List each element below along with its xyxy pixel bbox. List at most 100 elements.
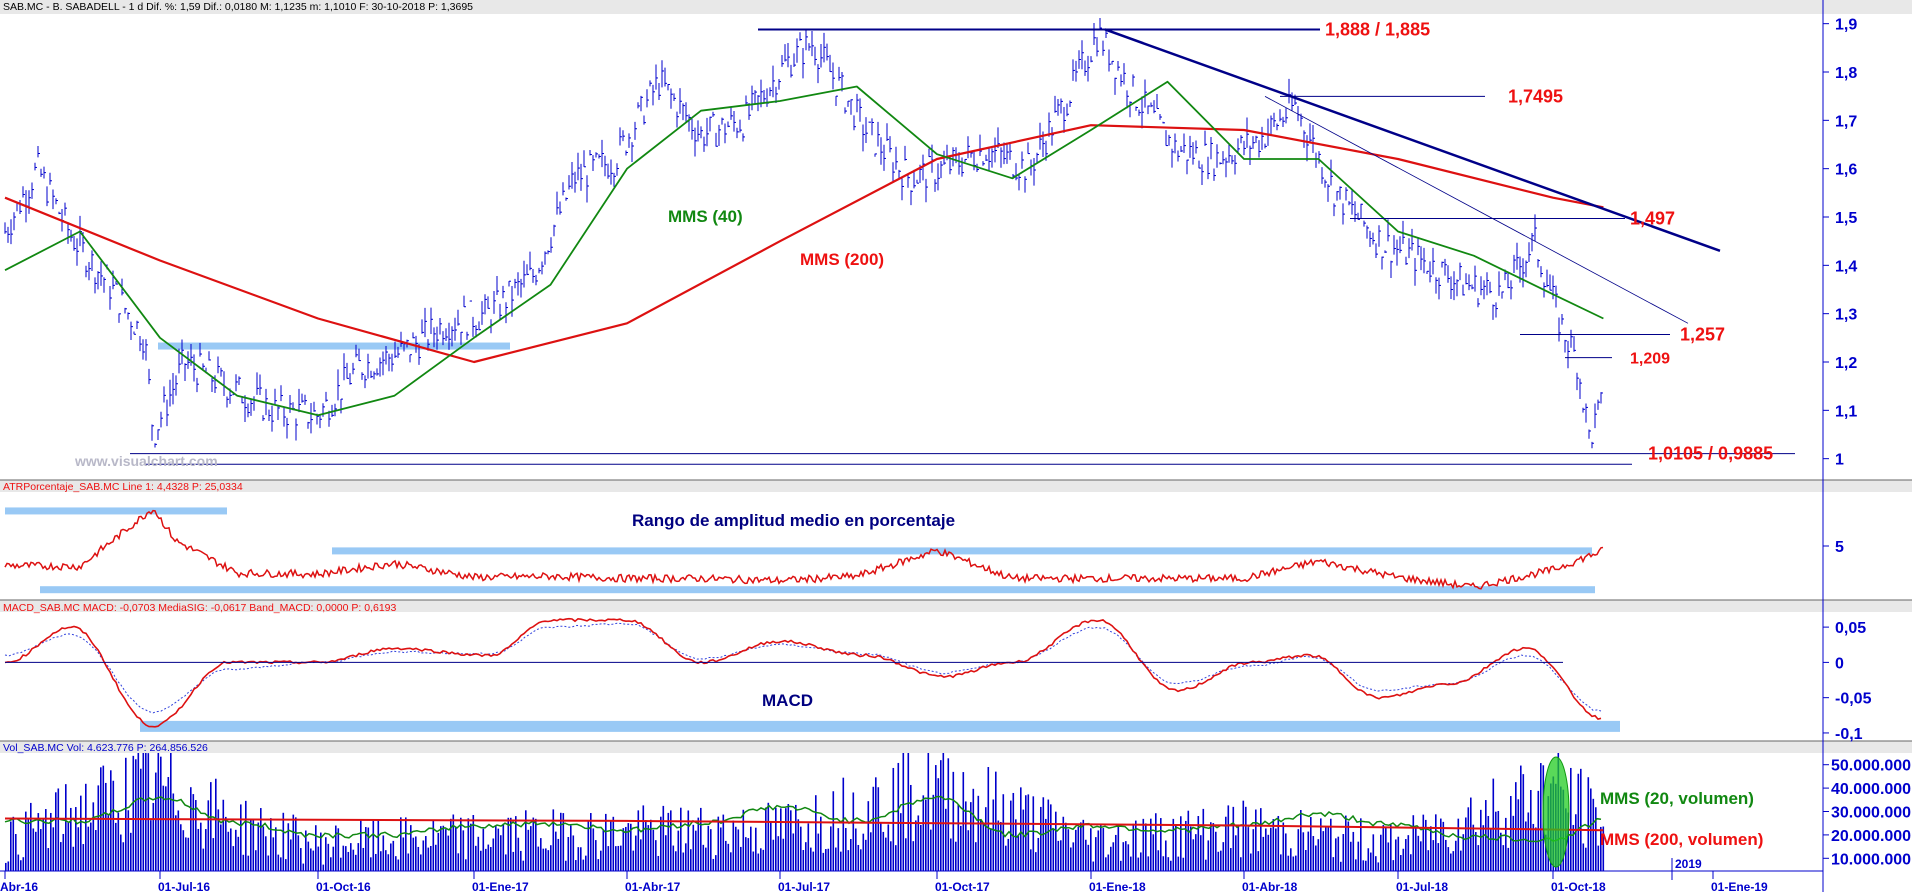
volume-bar: [1455, 840, 1457, 871]
volume-bar: [970, 802, 972, 871]
volume-bar: [1382, 824, 1385, 871]
volume-bar: [860, 849, 862, 871]
volume-bar: [1075, 829, 1077, 871]
volume-bar: [297, 835, 300, 871]
volume-bar: [337, 828, 340, 871]
price-ytick-label: 1,6: [1835, 162, 1857, 179]
volume-bar: [685, 843, 687, 871]
volume-bar: [605, 813, 607, 871]
volume-bar: [577, 847, 580, 871]
macd-annotation: MACD: [762, 691, 813, 710]
volume-bar: [775, 807, 777, 871]
volume-bar: [690, 849, 692, 871]
volume-bar: [1230, 848, 1232, 871]
volume-bar: [472, 815, 475, 871]
volume-bar: [570, 825, 572, 871]
volume-bar: [1462, 834, 1465, 871]
volume-bar: [1240, 857, 1242, 871]
volume-bar: [1200, 835, 1202, 871]
volume-bar: [165, 786, 167, 871]
volume-bar: [1425, 819, 1427, 871]
volume-bar: [1365, 860, 1367, 871]
volume-bar: [260, 808, 262, 871]
volume-bar: [415, 836, 417, 871]
volume-bar: [580, 847, 582, 871]
volume-bar: [417, 846, 420, 871]
volume-bar: [292, 814, 295, 871]
volume-bar: [647, 825, 650, 871]
volume-bar: [1285, 833, 1287, 871]
volume-bar: [1592, 798, 1595, 871]
volume-bar: [660, 816, 662, 871]
volume-bar: [1262, 836, 1265, 871]
volume-bar: [1102, 828, 1105, 871]
volume-bar: [1350, 841, 1352, 871]
volume-bar: [430, 846, 432, 871]
volume-bar: [1007, 838, 1010, 871]
volume-bar: [687, 810, 690, 871]
volume-bar: [1520, 765, 1522, 871]
vol-header-bar: [0, 741, 1912, 753]
volume-bar: [502, 823, 505, 871]
volume-bar: [427, 847, 430, 871]
volume-bar: [1242, 800, 1245, 871]
volume-bar: [1357, 841, 1360, 871]
volume-bar: [247, 855, 250, 871]
macd-panel-header: MACD_SAB.MC MACD: -0,0703 MediaSIG: -0,0…: [3, 602, 396, 614]
volume-bar: [575, 860, 577, 871]
volume-bar: [245, 800, 247, 871]
volume-bar: [857, 844, 860, 871]
volume-bar: [1585, 847, 1587, 871]
volume-bar: [1352, 831, 1355, 871]
volume-bar: [557, 838, 560, 871]
volume-bar: [462, 830, 465, 871]
volume-bar: [1495, 811, 1497, 871]
volume-bar: [665, 835, 667, 871]
volume-bar: [545, 848, 547, 871]
volume-bar: [117, 812, 120, 871]
volume-bar: [1567, 812, 1570, 871]
volume-bar: [967, 830, 970, 871]
volume-bar: [822, 852, 825, 871]
volume-bar: [265, 836, 267, 871]
volume-bar: [527, 829, 530, 871]
volume-bar: [1175, 824, 1177, 871]
volume-bar: [1320, 818, 1322, 871]
volume-bar: [185, 837, 187, 871]
volume-bar: [235, 829, 237, 871]
volume-bar: [622, 828, 625, 871]
volume-bar: [887, 824, 890, 871]
volume-bar: [1000, 821, 1002, 871]
volume-bar: [925, 799, 927, 871]
volume-bar: [1310, 817, 1312, 871]
volume-bar: [900, 813, 902, 871]
volume-bar: [992, 799, 995, 871]
level-label-0: 1,888 / 1,885: [1325, 19, 1430, 39]
volume-bar: [592, 828, 595, 871]
volume-bar: [1330, 818, 1332, 871]
volume-bar: [675, 851, 677, 871]
volume-bar: [72, 846, 75, 871]
volume-bar: [320, 832, 322, 871]
volume-bar: [152, 802, 155, 871]
volume-bar: [1280, 854, 1282, 871]
volume-bar: [1292, 856, 1295, 871]
volume-bar: [1587, 777, 1590, 871]
volume-bar: [405, 817, 407, 871]
volume-bar: [50, 812, 52, 871]
volume-bar: [290, 839, 292, 871]
volume-bar: [1082, 819, 1085, 871]
volume-bar: [542, 848, 545, 871]
volume-bar: [157, 753, 160, 871]
volume-bar: [87, 826, 90, 871]
volume-bar: [835, 847, 837, 871]
volume-bar: [512, 851, 515, 871]
volume-bar: [127, 810, 130, 871]
volume-bar: [170, 753, 172, 871]
volume-bar: [207, 800, 210, 871]
volume-bar: [1020, 787, 1022, 871]
level-label-3: 1,257: [1680, 324, 1725, 344]
volume-bar: [1070, 847, 1072, 871]
volume-bar: [1372, 834, 1375, 871]
volume-bar: [1047, 799, 1050, 871]
